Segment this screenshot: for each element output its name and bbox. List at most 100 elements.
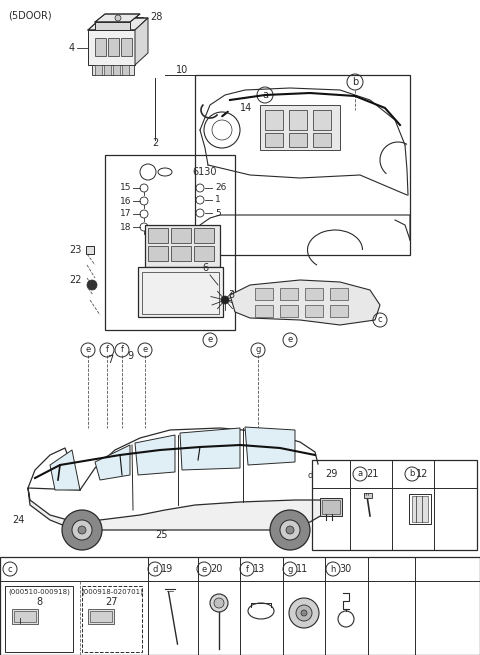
Text: 30: 30 (339, 564, 351, 574)
Text: 18: 18 (120, 223, 132, 231)
Text: 12: 12 (416, 469, 428, 479)
Circle shape (301, 610, 307, 616)
Bar (145, 225, 220, 267)
Polygon shape (245, 427, 295, 465)
Bar (148, 246, 168, 261)
Circle shape (221, 296, 229, 304)
Circle shape (296, 605, 312, 621)
Bar (148, 228, 168, 243)
Text: 10: 10 (176, 65, 188, 75)
Text: 4: 4 (69, 43, 75, 53)
Text: 14: 14 (240, 103, 252, 113)
Bar (322, 500, 340, 514)
Bar (195, 75, 410, 255)
Circle shape (62, 510, 102, 550)
Polygon shape (95, 14, 140, 22)
Bar (121, 38, 132, 56)
Circle shape (214, 598, 224, 608)
Text: 3: 3 (228, 290, 234, 300)
Text: 15: 15 (120, 183, 132, 193)
Polygon shape (260, 105, 340, 150)
Bar (289, 133, 307, 147)
Bar (320, 498, 342, 516)
Text: 1: 1 (215, 195, 221, 204)
Text: e: e (288, 335, 293, 345)
Bar (305, 305, 323, 317)
Bar (289, 110, 307, 130)
Circle shape (289, 598, 319, 628)
Text: f: f (245, 565, 249, 574)
Bar (138, 267, 223, 317)
Text: 13: 13 (253, 564, 265, 574)
Circle shape (78, 526, 86, 534)
Text: e: e (207, 335, 213, 345)
Bar (88, 609, 114, 624)
Bar (12, 609, 38, 624)
Text: d: d (307, 470, 312, 479)
Text: 5: 5 (215, 208, 221, 217)
Text: 26: 26 (215, 183, 227, 193)
Text: (000918-020701): (000918-020701) (81, 589, 143, 595)
Bar (313, 133, 331, 147)
Bar (194, 228, 214, 243)
Text: 20: 20 (210, 564, 222, 574)
Bar (330, 288, 348, 300)
Bar (409, 494, 431, 524)
Polygon shape (88, 30, 135, 65)
Text: b: b (409, 470, 415, 479)
Bar (265, 110, 283, 130)
Text: (5DOOR): (5DOOR) (8, 10, 52, 20)
Text: a: a (358, 470, 362, 479)
Text: 28: 28 (150, 12, 162, 22)
Bar (312, 460, 477, 550)
Circle shape (72, 520, 92, 540)
Bar (105, 155, 235, 330)
Text: f: f (120, 345, 123, 354)
Text: 2: 2 (152, 138, 158, 148)
Text: 17: 17 (120, 210, 132, 219)
Bar (280, 288, 298, 300)
Bar (305, 288, 323, 300)
Polygon shape (88, 18, 148, 30)
FancyArrowPatch shape (222, 112, 228, 117)
Polygon shape (135, 435, 175, 475)
Bar (364, 493, 372, 498)
Bar (313, 110, 331, 130)
Bar (14, 611, 36, 622)
Text: 16: 16 (120, 196, 132, 206)
Text: g: g (288, 565, 293, 574)
Bar (255, 305, 273, 317)
Polygon shape (180, 428, 240, 470)
Text: e: e (143, 345, 148, 354)
Text: 23: 23 (70, 245, 82, 255)
Text: 9: 9 (127, 351, 133, 361)
Bar (108, 38, 119, 56)
Text: g: g (255, 345, 261, 354)
Circle shape (280, 520, 300, 540)
Text: 29: 29 (325, 469, 337, 479)
Text: 6130: 6130 (192, 167, 216, 177)
Text: h: h (330, 565, 336, 574)
Bar (95, 38, 106, 56)
Text: 25: 25 (156, 530, 168, 540)
Bar (265, 133, 283, 147)
Text: 24: 24 (12, 515, 24, 525)
Bar (122, 65, 129, 75)
Circle shape (270, 510, 310, 550)
Circle shape (87, 280, 97, 290)
Bar (171, 246, 191, 261)
Bar (113, 65, 120, 75)
Text: 27: 27 (106, 597, 118, 607)
Text: 11: 11 (296, 564, 308, 574)
Text: e: e (85, 345, 91, 354)
Bar (104, 65, 111, 75)
Text: (000510-000918): (000510-000918) (8, 589, 70, 595)
Bar (82, 586, 142, 652)
Polygon shape (95, 445, 130, 480)
Text: b: b (352, 77, 358, 87)
Text: d: d (152, 565, 158, 574)
Text: f: f (106, 345, 108, 354)
Bar (92, 65, 134, 75)
Text: 8: 8 (36, 597, 42, 607)
Bar (0, 557, 480, 655)
